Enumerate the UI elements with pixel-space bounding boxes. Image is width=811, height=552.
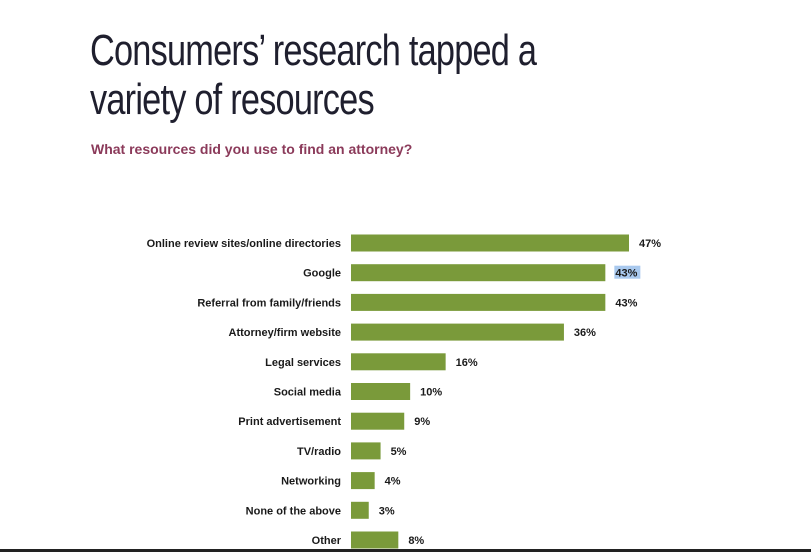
value-label: 10% xyxy=(420,387,442,399)
category-label: Google xyxy=(303,268,341,280)
bar xyxy=(351,293,606,311)
category-label: Legal services xyxy=(265,357,341,369)
value-label: 16% xyxy=(456,357,478,369)
bar xyxy=(351,472,375,490)
category-label: Other xyxy=(312,535,342,547)
value-label: 9% xyxy=(414,416,430,428)
category-label: None of the above xyxy=(246,505,341,517)
bar xyxy=(351,264,606,282)
category-label: Online review sites/online directories xyxy=(147,238,341,250)
bar xyxy=(351,412,405,430)
value-label: 4% xyxy=(385,476,401,488)
bar xyxy=(351,442,381,460)
title-line-2: variety of resources xyxy=(90,75,375,124)
category-label: Social media xyxy=(274,387,342,399)
bar xyxy=(351,501,369,519)
value-label: 5% xyxy=(391,446,407,458)
category-label: TV/radio xyxy=(297,446,341,458)
value-label: 43% xyxy=(615,268,637,280)
category-label: Referral from family/friends xyxy=(197,297,341,309)
value-label: 36% xyxy=(574,327,596,339)
page-title: Consumers’ research tapped a variety of … xyxy=(90,26,636,124)
bar xyxy=(351,383,411,400)
value-label: 43% xyxy=(615,297,637,309)
title-line-1: Consumers’ research tapped a xyxy=(90,26,537,75)
bar xyxy=(351,234,629,252)
bar xyxy=(351,323,564,341)
bar xyxy=(351,531,399,549)
value-label: 3% xyxy=(379,505,395,517)
chart-subtitle: What resources did you use to find an at… xyxy=(91,141,413,157)
value-label: 47% xyxy=(639,238,661,250)
bottom-divider xyxy=(0,549,811,552)
bar xyxy=(351,353,446,371)
category-label: Print advertisement xyxy=(238,416,341,428)
category-label: Attorney/firm website xyxy=(229,327,341,339)
category-label: Networking xyxy=(281,476,341,488)
text-selection-highlight xyxy=(614,265,641,279)
value-label: 8% xyxy=(408,535,424,547)
